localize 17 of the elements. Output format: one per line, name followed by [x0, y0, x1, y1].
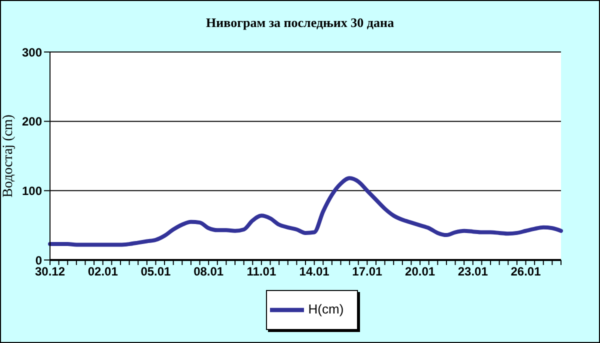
x-tick-label: 02.01: [88, 264, 118, 279]
x-tick-label: 26.01: [510, 264, 542, 279]
y-axis-title: Водостај (cm): [0, 114, 16, 198]
y-tick-label: 200: [22, 114, 42, 129]
y-tick-label: 0: [35, 253, 42, 268]
y-tick-label: 100: [22, 184, 42, 198]
x-tick-label: 05.01: [140, 264, 172, 279]
x-tick-label: 30.12: [34, 264, 66, 279]
legend-label: H(cm): [308, 301, 344, 316]
x-tick-label: 08.01: [194, 264, 224, 279]
x-tick-label: 17.01: [352, 264, 383, 279]
x-tick-label: 23.01: [458, 264, 488, 279]
x-tick-label: 20.01: [405, 264, 436, 279]
x-tick-label: 11.01: [246, 264, 276, 279]
chart-title: Нивограм за последњих 30 дана: [205, 15, 395, 31]
x-tick-label: 14.01: [299, 264, 330, 279]
y-tick-label: 300: [22, 45, 42, 60]
